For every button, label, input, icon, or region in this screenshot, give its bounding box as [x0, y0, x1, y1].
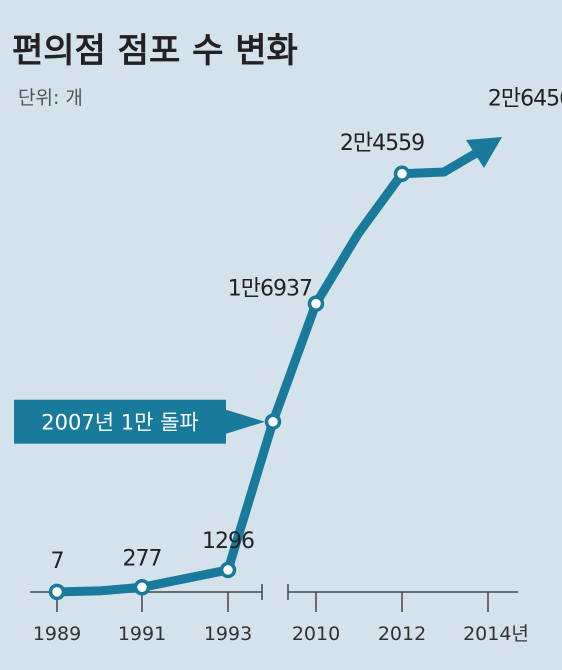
- data-point-marker: [264, 413, 282, 430]
- data-label: 2만4559: [340, 131, 424, 156]
- x-tick-label: 1993: [204, 623, 252, 645]
- data-label: 1만6937: [228, 277, 312, 302]
- series-line-layer: [52, 137, 502, 597]
- callout-text: 2007년 1만 돌파: [41, 411, 198, 435]
- data-labels: 7 277 1296 1만6937 2만4559 2만6456: [51, 86, 562, 573]
- data-point-marker: [393, 165, 411, 183]
- data-point-marker: [219, 561, 237, 579]
- callout-pointer: [226, 409, 265, 434]
- x-tick-label: 2012: [378, 623, 426, 645]
- data-label: 2만6456: [488, 86, 562, 111]
- x-tick-label: 1989: [33, 623, 81, 645]
- x-axis: 1989 1991 1993 2010 2012 2014년: [30, 584, 529, 645]
- series-arrow-head: [466, 137, 502, 168]
- data-point-marker: [48, 583, 66, 601]
- data-point-marker: [133, 579, 151, 596]
- callout-box: [14, 399, 226, 444]
- series-line: [52, 147, 483, 597]
- data-label: 277: [123, 546, 162, 571]
- data-point-marker: [307, 295, 325, 312]
- x-tick-label: 2010: [292, 623, 340, 645]
- x-tick-label: 2014년: [463, 623, 529, 645]
- unit-label: 단위: 개: [18, 87, 83, 109]
- x-tick-label: 1991: [118, 623, 166, 645]
- data-label: 1296: [202, 529, 254, 554]
- annotation-callout: 2007년 1만 돌파: [14, 399, 265, 444]
- data-label: 7: [51, 549, 64, 574]
- data-markers: [48, 165, 411, 601]
- chart-title: 편의점 점포 수 변화: [12, 31, 298, 71]
